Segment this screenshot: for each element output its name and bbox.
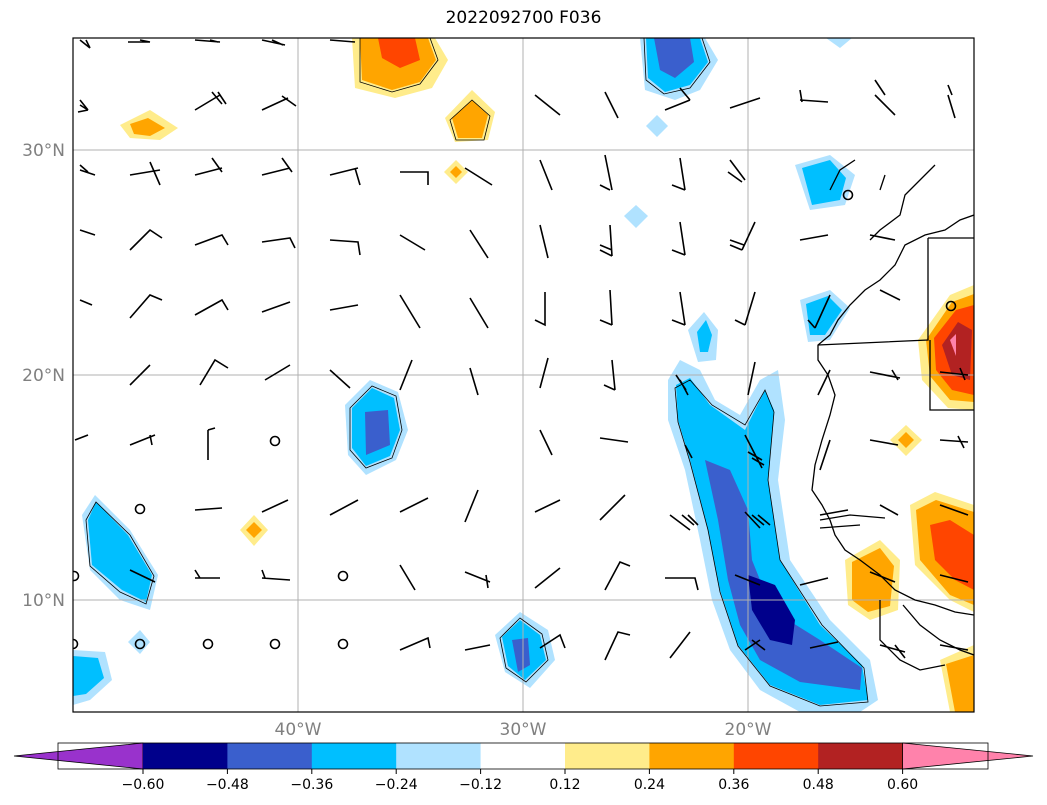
colorbar-tick-label: 0.12 [549, 777, 580, 793]
colorbar-tick-label: 0.36 [718, 777, 749, 793]
lon-label-30w: 30°W [500, 720, 547, 740]
lat-label-20n: 20°N [22, 366, 65, 386]
colorbar-frame [57, 742, 989, 770]
lon-label-20w: 20°W [725, 720, 772, 740]
colorbar-tick-label: 0.48 [803, 777, 834, 793]
lat-label-30n: 30°N [22, 141, 65, 161]
longitude-labels: 40°W 30°W 20°W [275, 720, 772, 740]
colorbar-tick-label: −0.60 [122, 777, 165, 793]
colorbar [13, 742, 1034, 770]
colorbar-tick-label: 0.24 [634, 777, 665, 793]
colorbar-tick-labels: −0.60 −0.48 −0.36 −0.24 −0.12 0.12 0.24 0.36 0.4… [122, 769, 918, 793]
colorbar-segment [396, 743, 482, 769]
colorbar-segment [818, 743, 904, 769]
colorbar-extend-min [13, 742, 144, 770]
latitude-labels: 30°N 20°N 10°N [22, 141, 65, 611]
map-area [73, 38, 974, 712]
colorbar-segment [311, 743, 397, 769]
lon-label-40w: 40°W [275, 720, 322, 740]
colorbar-segment [733, 743, 819, 769]
wind-barbs [73, 39, 969, 661]
lat-label-10n: 10°N [22, 591, 65, 611]
colorbar-segment [227, 743, 313, 769]
colorbar-tick-label: −0.12 [459, 777, 502, 793]
map-title: 2022092700 F036 [445, 8, 602, 28]
colorbar-segment [480, 743, 566, 769]
map-gridlines [73, 38, 974, 712]
colorbar-tick-label: −0.36 [290, 777, 333, 793]
colorbar-extend-max [902, 742, 1034, 770]
colorbar-tick-label: 0.60 [887, 777, 918, 793]
colorbar-segment [565, 743, 650, 769]
colorbar-tick-label: −0.48 [206, 777, 249, 793]
colorbar-tick-label: −0.24 [375, 777, 418, 793]
colorbar-segment [649, 743, 735, 769]
colorbar-segment [143, 743, 228, 769]
filled-contours [73, 38, 974, 712]
map-frame [72, 37, 975, 713]
